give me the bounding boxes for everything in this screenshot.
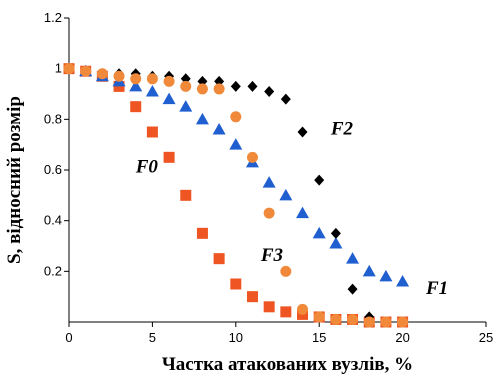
data-point-f0 (213, 253, 225, 265)
series-label-f0: F0 (135, 157, 159, 178)
y-tick-label: 0.8 (44, 111, 62, 126)
data-point-f1 (346, 252, 360, 264)
data-points (63, 63, 410, 328)
data-point-f3 (96, 68, 108, 80)
data-point-f3 (380, 316, 392, 328)
data-point-f3 (80, 65, 92, 77)
data-point-f3 (130, 73, 142, 85)
data-point-f3 (330, 313, 342, 325)
x-axis-title: Частка атакованих вузлів, % (162, 354, 413, 375)
data-point-f1 (262, 176, 276, 188)
data-point-f1 (179, 100, 193, 112)
series-label-f3: F3 (260, 245, 283, 266)
series-f1 (79, 64, 410, 287)
data-point-f2 (280, 93, 291, 105)
x-tick-label: 15 (312, 330, 326, 345)
data-point-f0 (146, 126, 158, 138)
data-point-f0 (113, 80, 125, 92)
y-tick-label: 0.6 (44, 162, 62, 177)
x-tick-label: 5 (149, 330, 156, 345)
data-point-f3 (347, 313, 359, 325)
data-point-f0 (263, 301, 275, 313)
data-point-f1 (129, 79, 143, 92)
data-point-f1 (312, 226, 326, 239)
x-tick-label: 0 (65, 330, 72, 345)
series-annotations: F0 F1 F2 F3 (135, 119, 448, 300)
tick-labels: 0 5 10 15 20 25 0.2 0.4 0.6 0.8 1 1.2 (44, 10, 493, 345)
y-tick-label: 1.2 (44, 10, 62, 25)
data-point-f1 (162, 92, 176, 105)
x-tick-label: 10 (229, 330, 243, 345)
data-point-f1 (279, 188, 293, 201)
data-point-f3 (113, 70, 125, 82)
data-point-f1 (212, 122, 226, 135)
data-point-f1 (229, 138, 243, 150)
series-label-f2: F2 (330, 119, 354, 140)
series-label-f1: F1 (425, 278, 448, 299)
data-point-f1 (329, 236, 343, 249)
data-point-f2 (230, 80, 241, 92)
y-tick-label: 0.2 (44, 263, 62, 278)
y-axis-title: S, відносний розмір (4, 96, 25, 264)
data-point-f3 (297, 303, 309, 315)
data-point-f1 (379, 269, 393, 282)
data-point-f2 (314, 174, 325, 186)
data-point-f0 (163, 151, 175, 163)
data-point-f3 (263, 207, 275, 219)
data-point-f3 (280, 265, 292, 277)
x-tick-label: 25 (479, 330, 493, 345)
data-point-f3 (313, 311, 325, 323)
data-point-f1 (296, 206, 310, 219)
data-point-f0 (196, 227, 208, 239)
data-point-f0 (180, 189, 192, 201)
axes (68, 18, 486, 323)
data-point-f1 (195, 112, 209, 125)
data-point-f0 (130, 101, 142, 113)
data-point-f2 (247, 80, 258, 92)
data-point-f3 (63, 63, 75, 75)
series-f3 (63, 63, 409, 328)
data-point-f0 (230, 278, 242, 290)
data-point-f3 (213, 83, 225, 95)
data-point-f3 (163, 75, 175, 87)
data-point-f2 (264, 85, 275, 97)
data-point-f3 (363, 316, 375, 328)
y-tick-label: 0.4 (44, 213, 62, 228)
data-point-f3 (230, 111, 242, 123)
data-point-f2 (297, 126, 308, 138)
data-point-f0 (246, 291, 258, 303)
data-point-f3 (397, 316, 409, 328)
y-tick-label: 1 (55, 61, 62, 76)
data-point-f1 (396, 274, 410, 287)
data-point-f0 (280, 306, 292, 318)
data-point-f3 (246, 151, 258, 163)
data-point-f1 (362, 264, 376, 277)
x-tick-label: 20 (395, 330, 409, 345)
data-point-f2 (347, 283, 358, 295)
ticks (64, 17, 487, 327)
data-point-f3 (180, 80, 192, 92)
data-point-f3 (146, 73, 158, 85)
data-point-f2 (330, 227, 341, 239)
data-point-f3 (196, 83, 208, 95)
data-point-f1 (145, 84, 159, 97)
